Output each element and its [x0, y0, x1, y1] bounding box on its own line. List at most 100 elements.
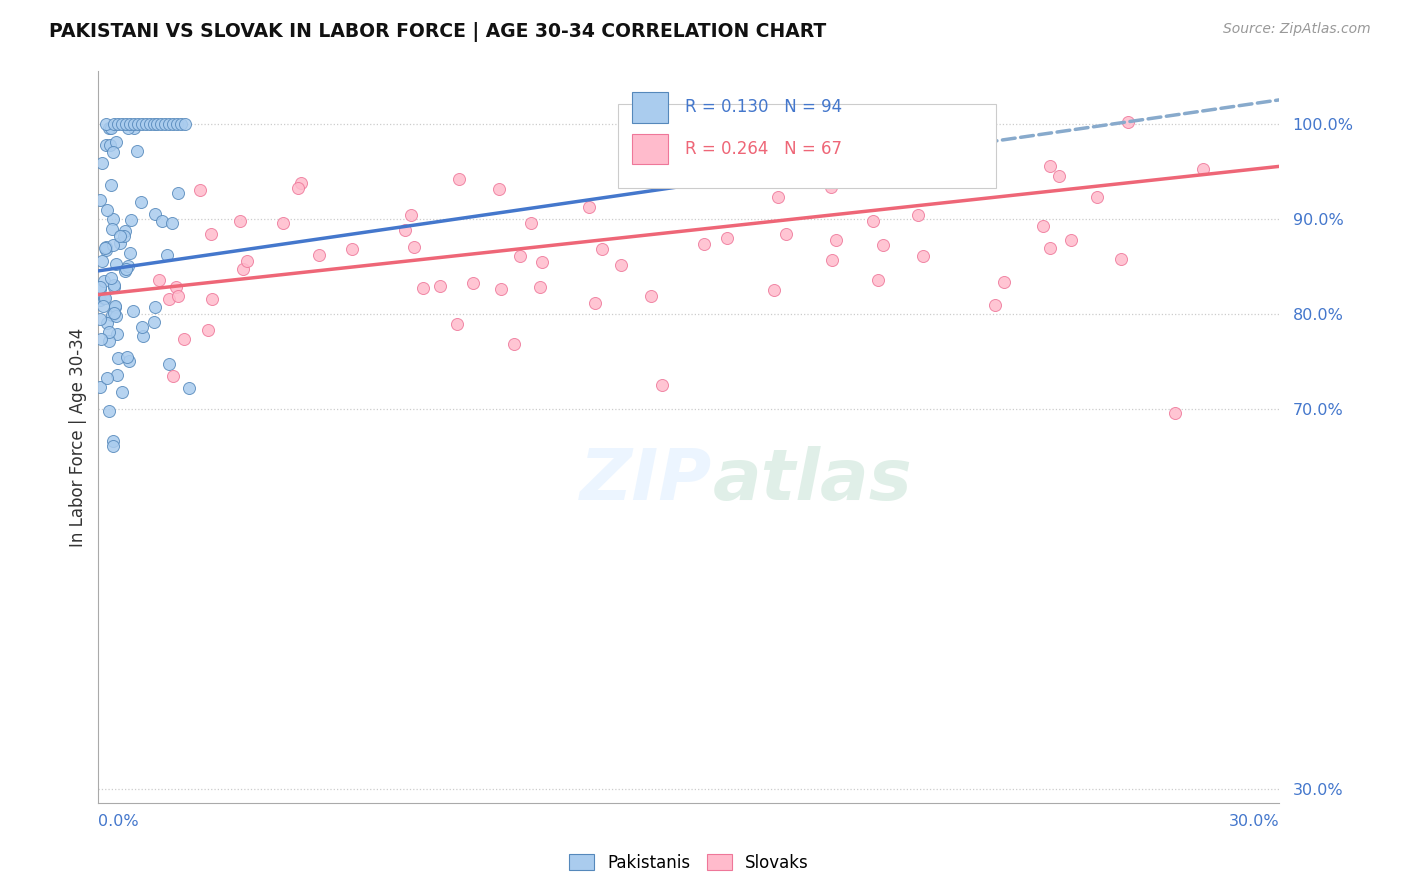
Point	[984, 298, 1007, 312]
Point	[107, 351, 129, 366]
Point	[114, 263, 136, 277]
Point	[89, 380, 111, 394]
Point	[868, 272, 890, 286]
Point	[1085, 190, 1108, 204]
Point	[89, 193, 111, 207]
Point	[143, 301, 166, 315]
Point	[146, 117, 169, 131]
Point	[135, 117, 157, 131]
Point	[101, 434, 124, 448]
Point	[775, 227, 797, 241]
Point	[96, 202, 118, 217]
Point	[529, 280, 551, 294]
Point	[162, 369, 184, 384]
Point	[100, 121, 122, 136]
Point	[447, 171, 470, 186]
Point	[103, 117, 125, 131]
Point	[100, 178, 122, 192]
Point	[94, 239, 117, 253]
Point	[287, 181, 309, 195]
Point	[155, 117, 177, 131]
Point	[1060, 233, 1083, 247]
Point	[125, 144, 148, 158]
Point	[93, 275, 115, 289]
Point	[872, 238, 894, 252]
Point	[122, 121, 145, 136]
Point	[143, 315, 166, 329]
Point	[402, 240, 425, 254]
Point	[96, 117, 118, 131]
Point	[862, 214, 884, 228]
Point	[114, 261, 136, 276]
Point	[780, 143, 803, 157]
Point	[446, 317, 468, 331]
Point	[101, 439, 124, 453]
Point	[100, 222, 122, 236]
Point	[148, 273, 170, 287]
Text: atlas: atlas	[713, 447, 912, 516]
Point	[104, 136, 127, 150]
Point	[112, 229, 135, 244]
Point	[143, 207, 166, 221]
Text: PAKISTANI VS SLOVAK IN LABOR FORCE | AGE 30-34 CORRELATION CHART: PAKISTANI VS SLOVAK IN LABOR FORCE | AGE…	[49, 22, 827, 42]
Point	[157, 117, 180, 131]
Point	[308, 247, 330, 261]
Point	[131, 320, 153, 334]
Point	[103, 278, 125, 293]
Point	[692, 237, 714, 252]
Point	[610, 258, 633, 272]
FancyBboxPatch shape	[633, 92, 668, 122]
Point	[520, 216, 543, 230]
Point	[489, 282, 512, 296]
Point	[167, 288, 190, 302]
Point	[132, 329, 155, 343]
Point	[1111, 252, 1133, 266]
Point	[530, 254, 553, 268]
Point	[821, 252, 844, 267]
Point	[114, 224, 136, 238]
Point	[96, 316, 118, 330]
Point	[103, 212, 125, 227]
Point	[200, 227, 222, 241]
Point	[502, 337, 524, 351]
Point	[394, 223, 416, 237]
Point	[108, 229, 131, 244]
Point	[640, 289, 662, 303]
Point	[156, 248, 179, 262]
Text: 0.0%: 0.0%	[98, 814, 139, 830]
Point	[115, 350, 138, 364]
Point	[1118, 115, 1140, 129]
Point	[188, 183, 211, 197]
Point	[993, 276, 1015, 290]
Point	[166, 117, 188, 131]
Point	[820, 179, 842, 194]
Point	[94, 241, 117, 255]
Point	[103, 306, 125, 320]
Point	[962, 108, 984, 122]
Point	[131, 117, 153, 131]
Point	[90, 332, 112, 346]
Point	[108, 235, 131, 250]
Point	[290, 176, 312, 190]
Text: R = 0.264   N = 67: R = 0.264 N = 67	[685, 140, 842, 158]
Point	[177, 381, 200, 395]
Point	[91, 299, 114, 313]
Point	[105, 326, 128, 341]
Point	[111, 117, 134, 131]
Point	[96, 370, 118, 384]
Point	[97, 403, 120, 417]
Text: Source: ZipAtlas.com: Source: ZipAtlas.com	[1223, 22, 1371, 37]
Point	[138, 117, 160, 131]
Point	[98, 137, 121, 152]
Point	[103, 280, 125, 294]
Point	[591, 242, 613, 256]
Point	[90, 156, 112, 170]
Point	[122, 304, 145, 318]
Point	[150, 214, 173, 228]
Point	[107, 117, 129, 131]
Point	[1032, 219, 1054, 233]
Point	[461, 276, 484, 290]
Point	[101, 308, 124, 322]
Point	[101, 238, 124, 252]
Point	[170, 117, 193, 131]
